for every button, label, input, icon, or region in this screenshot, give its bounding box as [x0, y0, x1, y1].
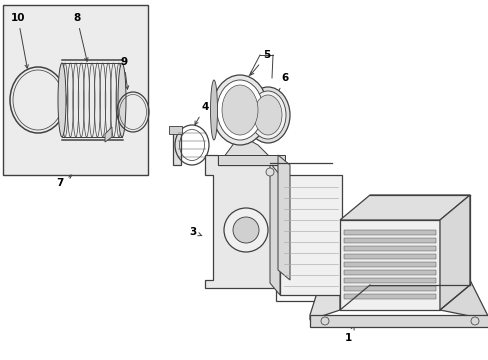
Polygon shape — [343, 254, 435, 259]
Ellipse shape — [210, 80, 217, 140]
Polygon shape — [343, 270, 435, 275]
Polygon shape — [343, 230, 435, 235]
Polygon shape — [339, 195, 469, 220]
Polygon shape — [339, 220, 439, 310]
Text: 8: 8 — [73, 13, 88, 61]
Polygon shape — [343, 286, 435, 291]
Text: 2: 2 — [216, 260, 274, 270]
Ellipse shape — [253, 95, 282, 135]
Text: 1: 1 — [344, 327, 353, 343]
Circle shape — [224, 208, 267, 252]
Ellipse shape — [212, 75, 267, 145]
Text: 5: 5 — [250, 50, 270, 75]
Text: 9: 9 — [120, 57, 128, 89]
Polygon shape — [218, 155, 285, 165]
Bar — [280, 175, 341, 295]
Polygon shape — [105, 127, 112, 142]
Polygon shape — [343, 278, 435, 283]
Polygon shape — [439, 220, 488, 320]
Ellipse shape — [222, 85, 258, 135]
Ellipse shape — [249, 91, 285, 139]
Ellipse shape — [58, 63, 66, 137]
Text: 3: 3 — [189, 227, 202, 237]
Polygon shape — [343, 262, 435, 267]
Circle shape — [265, 168, 273, 176]
Ellipse shape — [118, 63, 126, 137]
Bar — [275, 181, 337, 301]
Polygon shape — [343, 246, 435, 251]
Polygon shape — [343, 238, 435, 243]
Bar — [309, 315, 488, 327]
Polygon shape — [309, 220, 339, 320]
Polygon shape — [439, 195, 469, 310]
Bar — [169, 126, 182, 134]
Polygon shape — [343, 294, 435, 299]
Polygon shape — [278, 155, 289, 280]
Bar — [173, 130, 181, 165]
Text: 7: 7 — [56, 175, 72, 188]
Polygon shape — [204, 155, 285, 288]
Text: 10: 10 — [11, 13, 28, 68]
Ellipse shape — [245, 87, 289, 143]
Text: 4: 4 — [195, 102, 208, 125]
Ellipse shape — [217, 80, 263, 140]
Text: 6: 6 — [273, 73, 288, 102]
Bar — [3, 5, 148, 175]
Polygon shape — [269, 163, 280, 295]
Circle shape — [232, 217, 259, 243]
Polygon shape — [218, 135, 278, 165]
